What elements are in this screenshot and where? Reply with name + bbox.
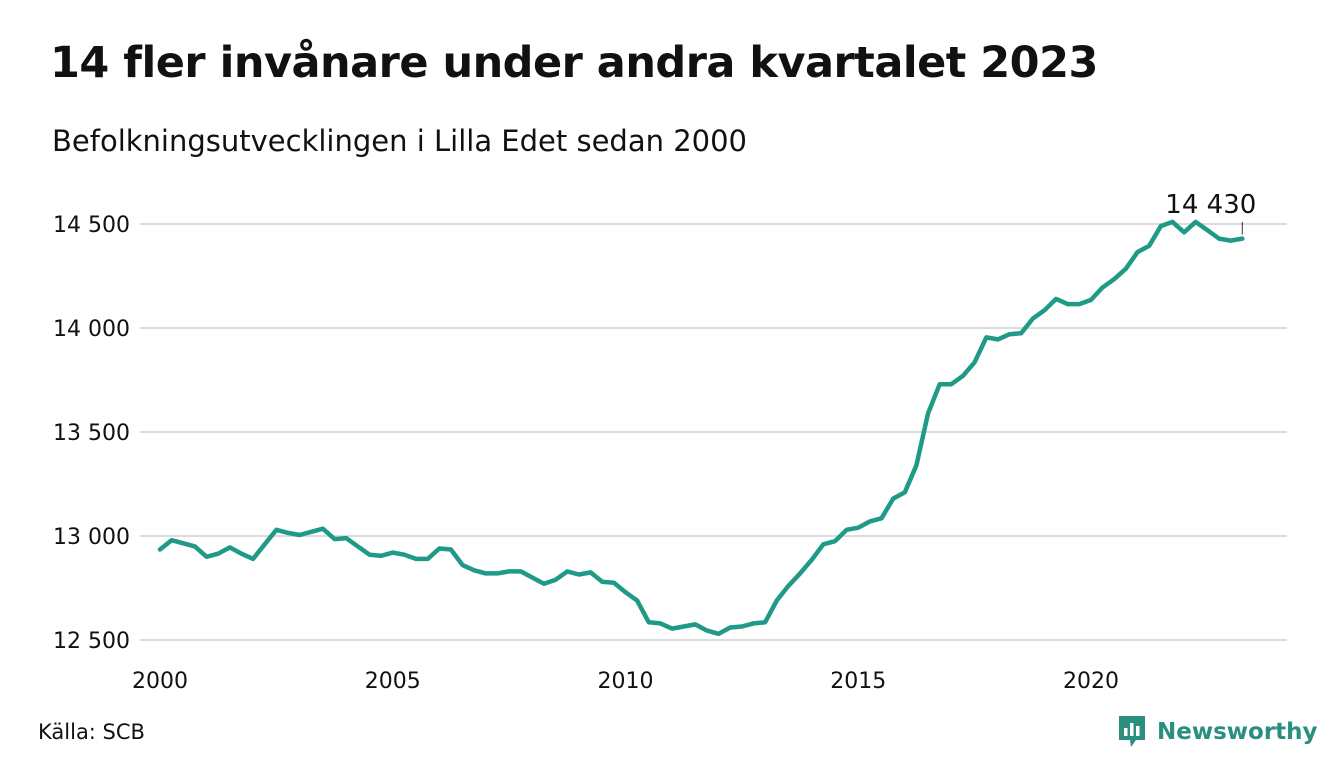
brand-logo[interactable]: Newsworthy bbox=[1117, 712, 1318, 752]
x-tick-label: 2015 bbox=[830, 669, 886, 694]
y-tick-label: 14 500 bbox=[53, 213, 130, 238]
newsworthy-logo-icon bbox=[1119, 716, 1145, 747]
annotations: 14 430 bbox=[1165, 190, 1256, 235]
gridlines bbox=[140, 223, 1287, 641]
chart-title: 14 fler invånare under andra kvartalet 2… bbox=[50, 38, 1098, 88]
chart-subtitle: Befolkningsutvecklingen i Lilla Edet sed… bbox=[52, 124, 747, 158]
source-note: Källa: SCB bbox=[38, 720, 145, 744]
y-tick-label: 13 000 bbox=[53, 525, 130, 550]
y-axis-ticks: 12 500 13 000 13 500 14 000 14 500 bbox=[53, 213, 130, 654]
y-tick-label: 14 000 bbox=[53, 317, 130, 342]
y-tick-label: 12 500 bbox=[53, 629, 130, 654]
x-tick-label: 2010 bbox=[598, 669, 654, 694]
last-value-label: 14 430 bbox=[1165, 190, 1256, 220]
brand-name: Newsworthy bbox=[1157, 719, 1318, 745]
x-tick-label: 2000 bbox=[132, 669, 188, 694]
series-layer bbox=[157, 219, 1245, 637]
x-tick-label: 2020 bbox=[1063, 669, 1119, 694]
y-tick-label: 13 500 bbox=[53, 421, 130, 446]
x-axis-ticks: 2000 2005 2010 2015 2020 bbox=[132, 669, 1119, 694]
series-line bbox=[157, 219, 1245, 637]
x-tick-label: 2005 bbox=[365, 669, 421, 694]
